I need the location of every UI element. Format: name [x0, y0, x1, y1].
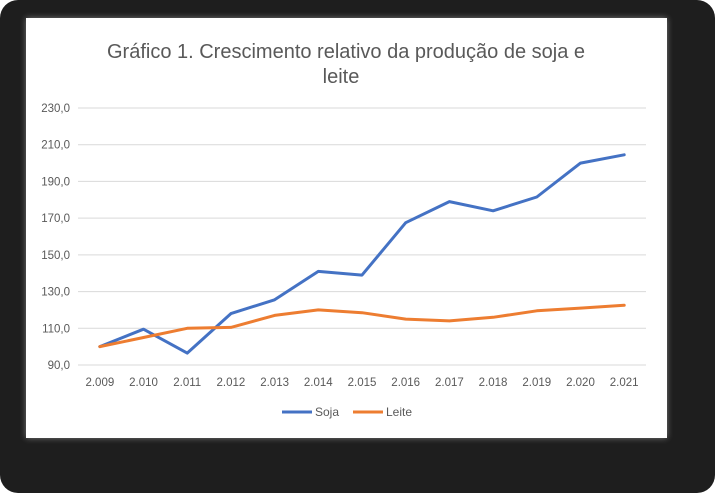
data-point-soja: [142, 328, 145, 331]
data-point-soja: [535, 195, 538, 199]
data-point-soja: [273, 298, 276, 302]
y-tick-label: 170,0: [41, 213, 70, 225]
x-tick-label: 2.021: [610, 377, 639, 389]
data-point-leite: [404, 317, 407, 321]
chart-title-line-2: leite: [323, 66, 360, 88]
x-axis-ticks: 2.009 2.010 2.011 2.012 2.013 2.014 2.015 2.016…: [85, 377, 638, 389]
x-tick-label: 2.017: [435, 377, 464, 389]
x-tick-label: 2.014: [304, 377, 333, 389]
data-point-leite: [535, 309, 538, 313]
data-point-soja: [622, 153, 626, 157]
legend: Soja Leite: [282, 405, 412, 419]
chart-area: [26, 18, 667, 438]
x-tick-label: 2.019: [522, 377, 551, 389]
y-tick-label: 110,0: [42, 323, 70, 335]
chart-title-line-1: Gráfico 1. Crescimento relativo da produ…: [107, 41, 585, 63]
data-point-leite: [622, 304, 626, 307]
y-tick-label: 150,0: [41, 250, 70, 262]
data-point-leite: [360, 311, 364, 314]
data-point-soja: [579, 161, 582, 165]
data-point-leite: [317, 308, 320, 312]
data-point-leite: [448, 319, 451, 323]
x-tick-label: 2.009: [85, 377, 114, 389]
x-tick-label: 2.020: [566, 377, 595, 389]
y-axis-ticks: 90,0 110,0 130,0 150,0 170,0 190,0 210,0 230,0: [41, 103, 70, 372]
data-point-leite: [491, 316, 495, 319]
data-point-leite: [579, 306, 582, 310]
data-point-soja: [317, 270, 320, 273]
series-line-soja: [98, 153, 626, 355]
x-tick-label: 2.011: [173, 377, 201, 389]
data-point-soja: [229, 312, 233, 315]
x-tick-label: 2.018: [479, 377, 508, 389]
y-tick-label: 210,0: [41, 140, 70, 152]
legend-label-leite: Leite: [386, 405, 412, 419]
series-lines: [98, 153, 626, 355]
data-point-leite: [229, 326, 233, 329]
data-point-soja: [186, 351, 189, 355]
data-point-leite: [142, 336, 145, 339]
legend-label-soja: Soja: [315, 405, 339, 419]
data-point-soja: [491, 209, 495, 212]
data-point-leite: [186, 327, 189, 330]
y-tick-label: 190,0: [41, 176, 70, 188]
data-point-leite: [98, 345, 102, 348]
x-tick-label: 2.012: [217, 377, 246, 389]
gridlines: [78, 107, 646, 366]
x-tick-label: 2.013: [260, 377, 289, 389]
y-tick-label: 90,0: [48, 360, 70, 372]
x-tick-label: 2.015: [348, 377, 377, 389]
data-point-soja: [404, 221, 407, 224]
data-point-soja: [448, 200, 451, 203]
data-point-leite: [273, 314, 276, 317]
y-tick-label: 130,0: [41, 287, 70, 299]
y-tick-label: 230,0: [41, 103, 70, 115]
x-tick-label: 2.010: [129, 377, 158, 389]
x-tick-label: 2.016: [391, 377, 420, 389]
data-point-soja: [360, 273, 364, 277]
